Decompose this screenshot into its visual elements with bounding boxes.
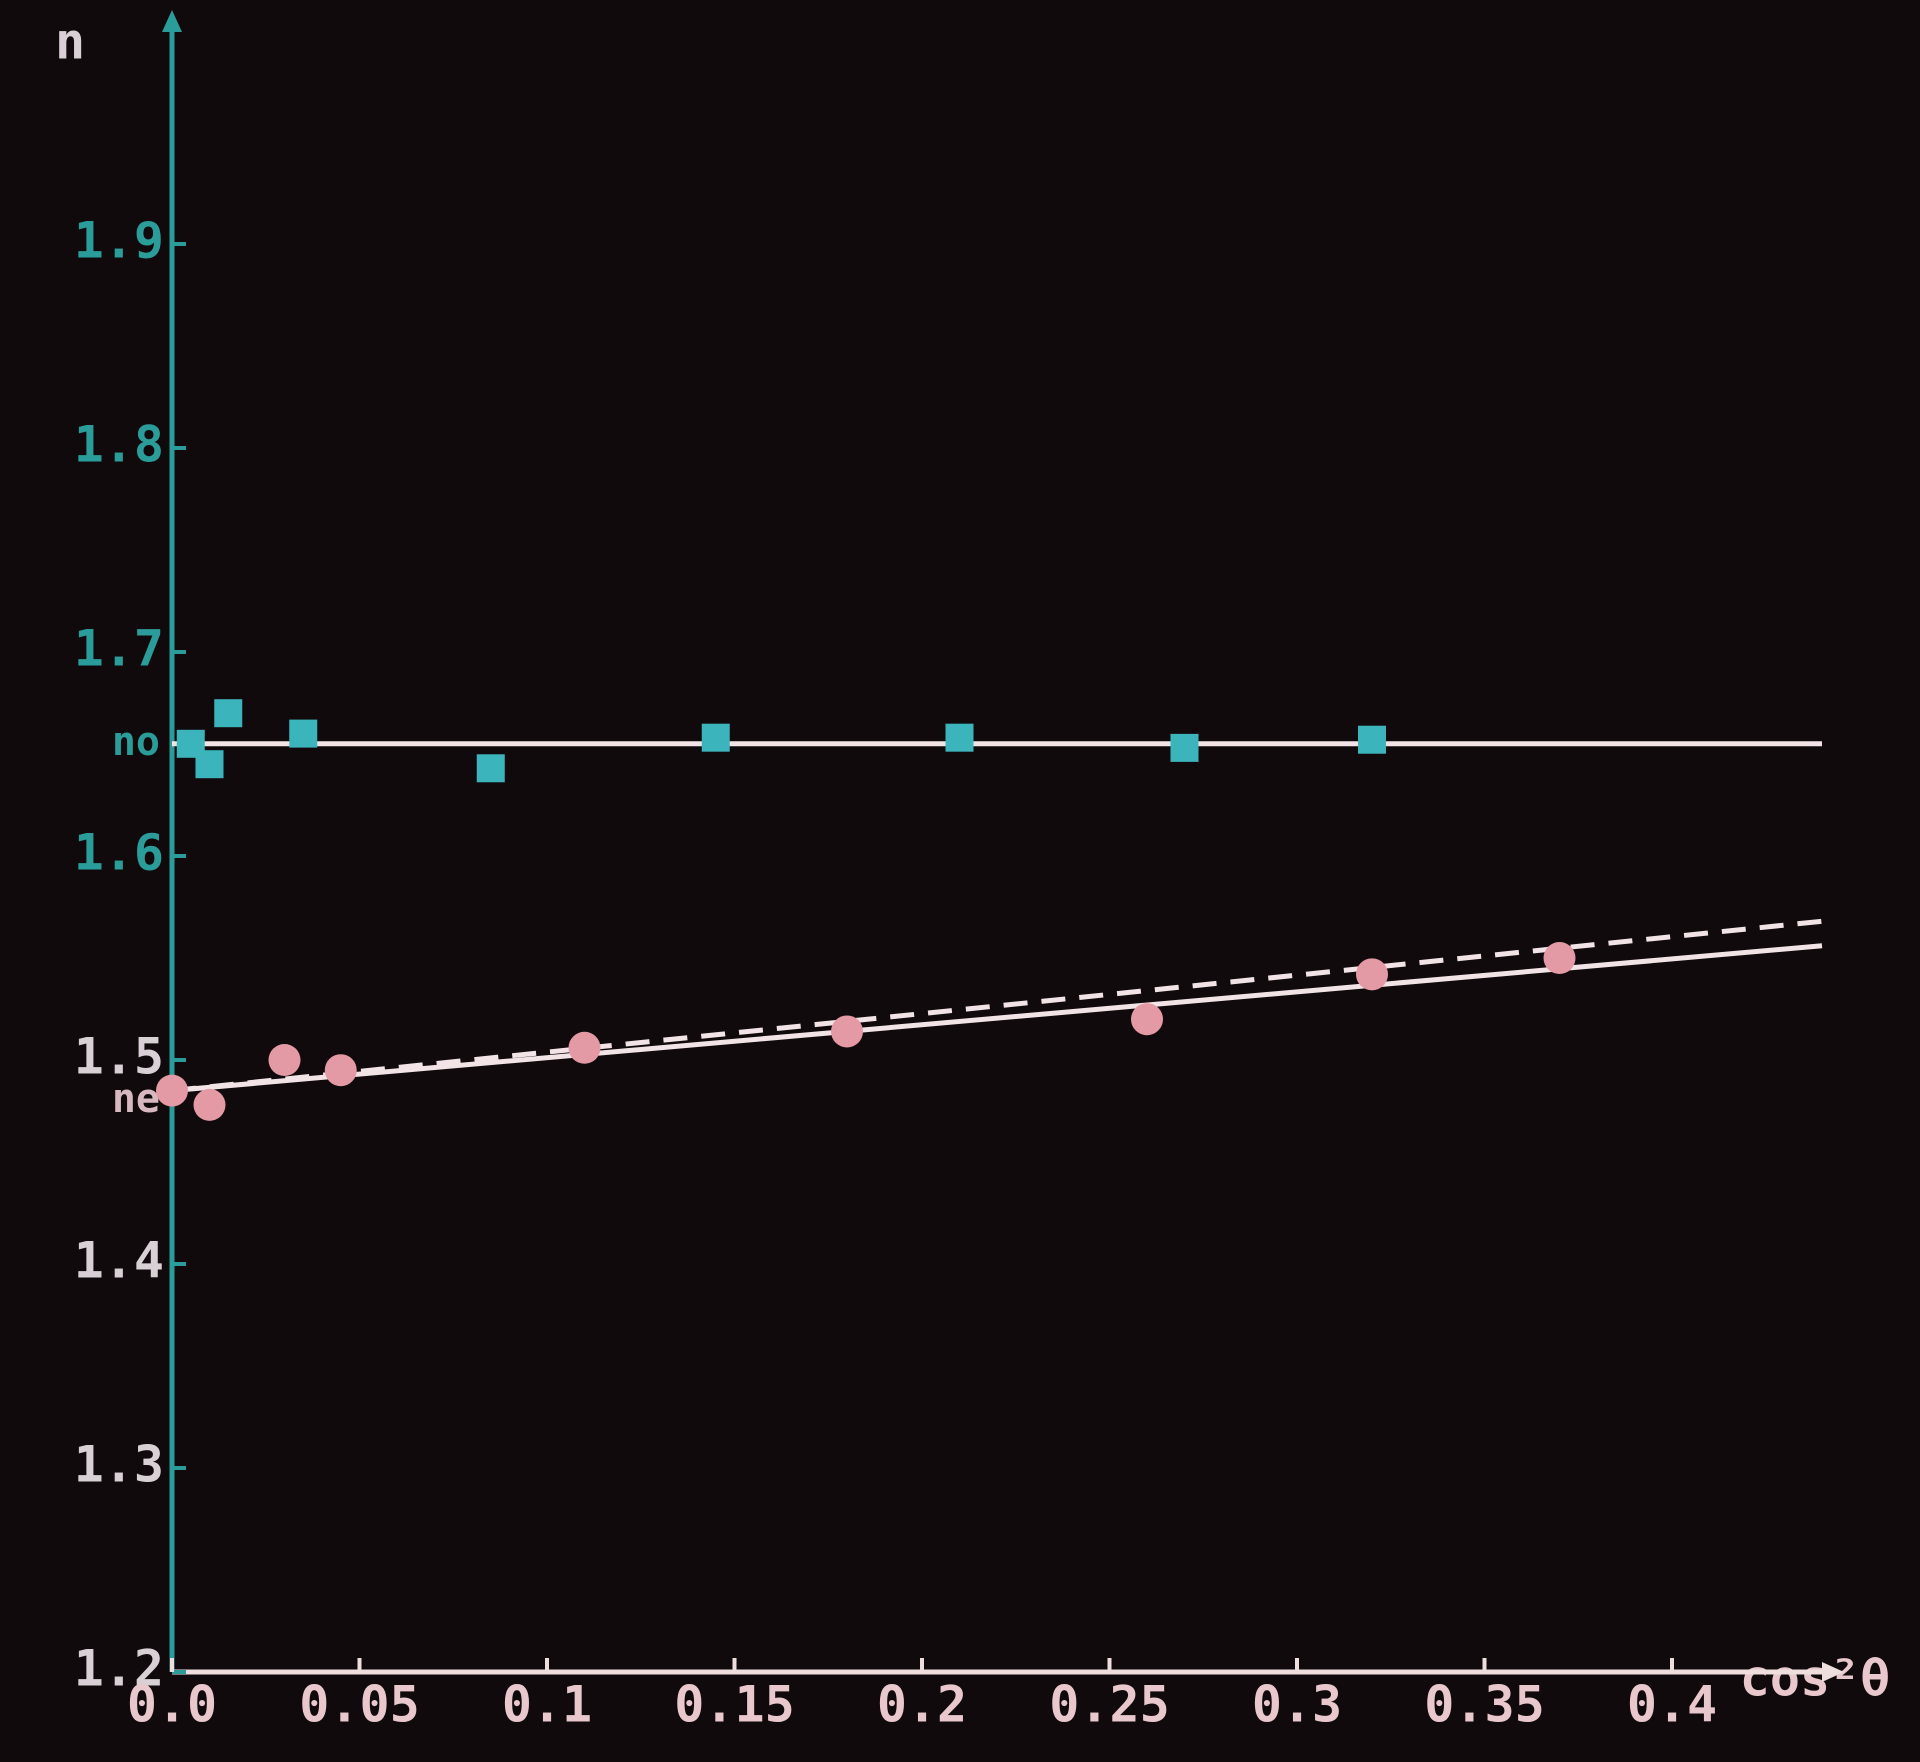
y-tick-label: 1.5 bbox=[74, 1028, 164, 1086]
y-tick-label: 1.2 bbox=[74, 1640, 164, 1698]
x-tick-label: 0.25 bbox=[1049, 1676, 1169, 1734]
marker bbox=[324, 1054, 357, 1087]
x-tick-label: 0.1 bbox=[502, 1676, 592, 1734]
series-label: ne bbox=[112, 1076, 160, 1122]
x-axis-arrow bbox=[1822, 1662, 1844, 1682]
marker bbox=[193, 1088, 226, 1121]
x-axis-label: cos²θ bbox=[1740, 1650, 1891, 1708]
y-tick-label: 1.7 bbox=[74, 620, 164, 678]
marker bbox=[289, 719, 318, 748]
marker bbox=[476, 754, 505, 783]
y-tick-label: 1.3 bbox=[74, 1436, 164, 1494]
y-axis-arrow bbox=[162, 10, 182, 32]
y-tick-label: 1.8 bbox=[74, 416, 164, 474]
marker bbox=[568, 1031, 601, 1064]
marker bbox=[1543, 942, 1576, 974]
y-tick-label: 1.4 bbox=[74, 1232, 164, 1290]
x-tick-label: 0.35 bbox=[1424, 1676, 1544, 1734]
marker bbox=[701, 723, 730, 752]
marker bbox=[156, 1074, 188, 1107]
fit-line bbox=[171, 943, 1823, 1094]
x-tick-label: 0.15 bbox=[674, 1676, 794, 1734]
marker bbox=[268, 1044, 301, 1076]
marker bbox=[214, 699, 243, 728]
marker bbox=[1170, 733, 1199, 762]
series-label: no bbox=[112, 719, 160, 765]
marker bbox=[831, 1015, 863, 1048]
marker bbox=[195, 750, 224, 779]
marker bbox=[1356, 958, 1388, 991]
x-tick-label: 0.2 bbox=[877, 1676, 967, 1734]
y-tick-label: 1.9 bbox=[74, 212, 164, 270]
y-axis-label: n bbox=[55, 13, 85, 71]
marker bbox=[1358, 725, 1386, 754]
x-tick-label: 0.0 bbox=[127, 1676, 217, 1734]
y-tick-label: 1.6 bbox=[74, 824, 164, 882]
x-tick-label: 0.3 bbox=[1252, 1676, 1342, 1734]
marker bbox=[945, 723, 974, 752]
x-tick-label: 0.4 bbox=[1627, 1676, 1717, 1734]
marker bbox=[1131, 1003, 1163, 1036]
x-tick-label: 0.05 bbox=[299, 1676, 419, 1734]
